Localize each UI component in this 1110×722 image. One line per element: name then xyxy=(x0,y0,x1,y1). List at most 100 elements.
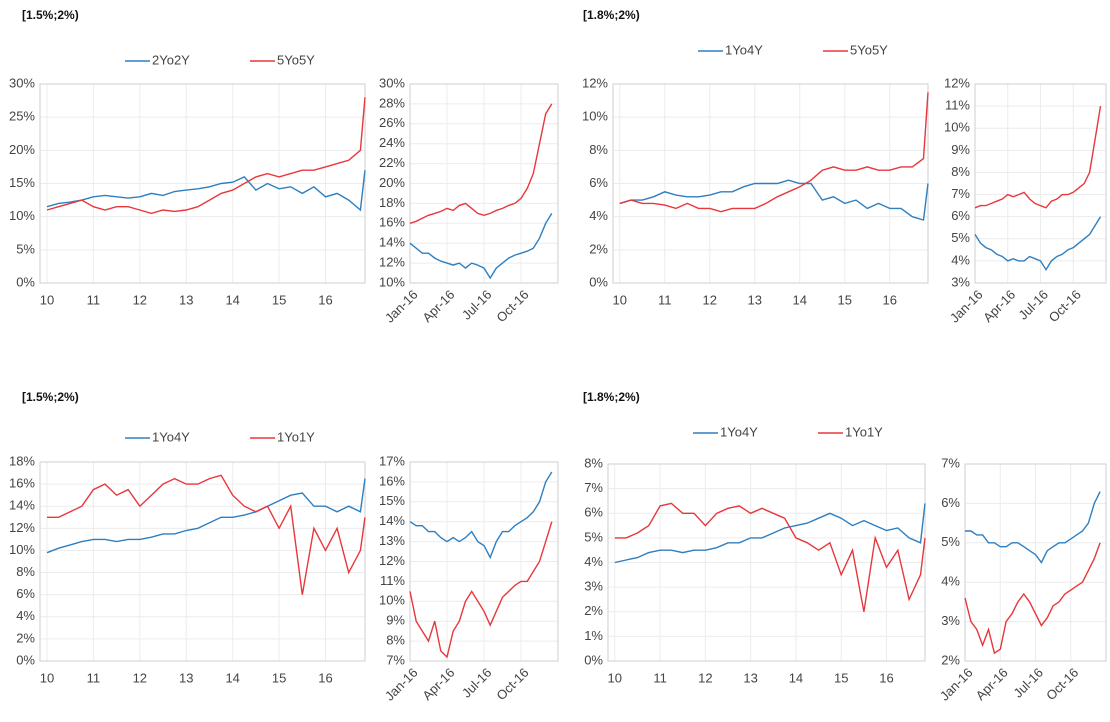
y-tick-label: 0% xyxy=(584,652,603,667)
plot-frame xyxy=(409,83,559,284)
y-tick-label: 30% xyxy=(9,75,35,90)
y-tick-label: 10% xyxy=(9,208,35,223)
x-tick-label: Jul-16 xyxy=(459,665,495,701)
y-tick-label: 1% xyxy=(584,628,603,643)
y-tick-label: 10% xyxy=(582,109,608,124)
y-tick-label: 2% xyxy=(584,603,603,618)
y-tick-label: 10% xyxy=(9,542,35,557)
panel-title: [1.5%;2%) xyxy=(22,390,79,404)
series-line xyxy=(46,97,366,215)
x-tick-label: Apr-16 xyxy=(980,287,1018,325)
y-tick-label: 6% xyxy=(584,505,603,520)
legend-label: 1Yo1Y xyxy=(277,429,315,444)
x-tick-label: 16 xyxy=(883,292,897,307)
y-tick-label: 5% xyxy=(584,529,603,544)
y-tick-label: 2% xyxy=(941,652,960,667)
legend-label: 1Yo4Y xyxy=(152,429,190,444)
plot-frame xyxy=(39,461,366,662)
x-tick-label: 13 xyxy=(743,670,757,685)
series-line xyxy=(965,491,1101,564)
x-tick-label: 12 xyxy=(703,292,717,307)
y-tick-label: 7% xyxy=(941,455,960,470)
y-tick-label: 10% xyxy=(944,120,970,135)
legend-label: 5Yo5Y xyxy=(277,52,315,67)
y-tick-label: 3% xyxy=(584,579,603,594)
y-tick-label: 7% xyxy=(584,480,603,495)
series-line xyxy=(46,170,366,212)
y-tick-label: 26% xyxy=(379,115,405,130)
y-tick-label: 2% xyxy=(589,241,608,256)
x-tick-label: 12 xyxy=(698,670,712,685)
plot-frame xyxy=(607,463,926,662)
y-tick-label: 4% xyxy=(589,208,608,223)
y-tick-label: 30% xyxy=(379,75,405,90)
y-tick-label: 4% xyxy=(16,608,35,623)
y-tick-label: 4% xyxy=(941,574,960,589)
y-tick-label: 12% xyxy=(9,520,35,535)
series-line xyxy=(409,213,553,280)
y-tick-label: 17% xyxy=(379,453,405,468)
y-tick-label: 5% xyxy=(951,230,970,245)
plot-frame xyxy=(964,463,1107,662)
x-tick-label: 12 xyxy=(133,292,147,307)
x-tick-label: 10 xyxy=(608,670,622,685)
y-tick-label: 14% xyxy=(379,513,405,528)
y-tick-label: 8% xyxy=(386,633,405,648)
x-tick-label: Jan-16 xyxy=(382,287,421,326)
plot-frame xyxy=(39,83,366,284)
y-tick-label: 20% xyxy=(9,142,35,157)
y-tick-label: 7% xyxy=(386,652,405,667)
x-tick-label: 14 xyxy=(789,670,803,685)
legend-label: 1Yo1Y xyxy=(845,424,883,439)
series-line xyxy=(46,478,366,554)
y-tick-label: 6% xyxy=(951,208,970,223)
series-line xyxy=(619,179,929,221)
y-tick-label: 8% xyxy=(589,142,608,157)
y-tick-label: 11% xyxy=(945,98,970,113)
legend-label: 5Yo5Y xyxy=(850,42,888,57)
y-tick-label: 25% xyxy=(9,109,35,124)
x-tick-label: Oct-16 xyxy=(1043,665,1081,703)
x-tick-label: 11 xyxy=(87,292,101,307)
x-tick-label: 15 xyxy=(838,292,852,307)
x-tick-label: 13 xyxy=(748,292,762,307)
x-tick-label: 13 xyxy=(179,670,193,685)
x-tick-label: 14 xyxy=(225,292,239,307)
x-tick-label: 12 xyxy=(133,670,147,685)
y-tick-label: 12% xyxy=(379,255,405,270)
x-tick-label: Jan-16 xyxy=(382,665,421,704)
y-tick-label: 8% xyxy=(584,455,603,470)
y-tick-label: 5% xyxy=(16,241,35,256)
y-tick-label: 6% xyxy=(589,175,608,190)
series-line xyxy=(614,502,926,612)
series-line xyxy=(964,542,1101,655)
x-tick-label: 11 xyxy=(653,670,667,685)
plot-frame xyxy=(409,461,559,662)
y-tick-label: 16% xyxy=(379,473,405,488)
y-tick-label: 9% xyxy=(951,142,970,157)
x-tick-label: Apr-16 xyxy=(973,665,1011,703)
y-tick-label: 3% xyxy=(941,613,960,628)
y-tick-label: 22% xyxy=(379,155,405,170)
x-tick-label: Jan-16 xyxy=(947,287,986,326)
y-tick-label: 0% xyxy=(16,652,35,667)
panel-title: [1.5%;2%) xyxy=(22,8,79,22)
y-tick-label: 18% xyxy=(379,195,405,210)
y-tick-label: 16% xyxy=(379,215,405,230)
y-tick-label: 14% xyxy=(9,498,35,513)
y-tick-label: 4% xyxy=(951,252,970,267)
y-tick-label: 11% xyxy=(380,573,405,588)
y-tick-label: 12% xyxy=(944,75,970,90)
x-tick-label: 16 xyxy=(318,292,332,307)
y-tick-label: 2% xyxy=(16,630,35,645)
y-tick-label: 13% xyxy=(379,533,405,548)
y-tick-label: 15% xyxy=(379,493,405,508)
series-line xyxy=(409,521,553,659)
y-tick-label: 4% xyxy=(584,554,603,569)
y-tick-label: 0% xyxy=(589,274,608,289)
y-tick-label: 8% xyxy=(951,164,970,179)
y-tick-label: 18% xyxy=(9,453,35,468)
x-tick-label: Oct-16 xyxy=(493,665,531,703)
